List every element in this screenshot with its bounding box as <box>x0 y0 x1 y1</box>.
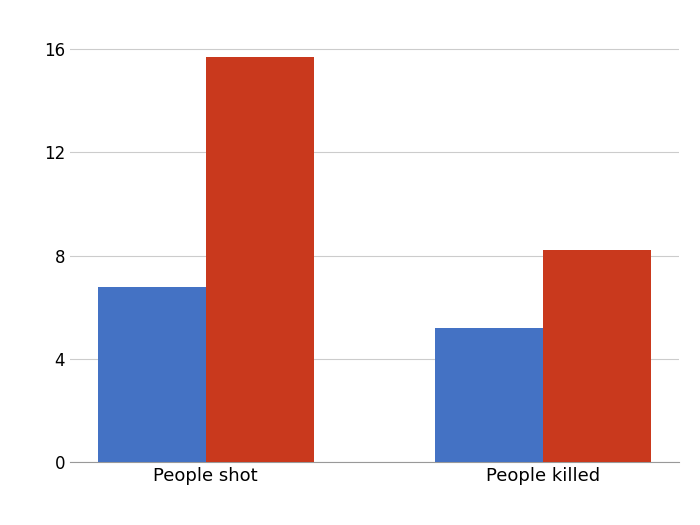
Bar <box>435 328 543 462</box>
Bar <box>206 57 314 462</box>
Bar <box>98 287 206 462</box>
Bar <box>543 250 651 462</box>
